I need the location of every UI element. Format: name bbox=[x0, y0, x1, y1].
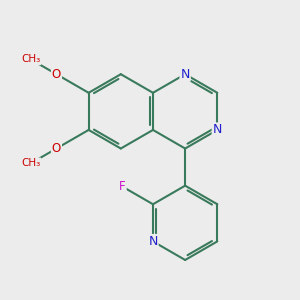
Text: N: N bbox=[213, 123, 222, 136]
Text: N: N bbox=[148, 235, 158, 248]
Text: CH₃: CH₃ bbox=[21, 54, 40, 64]
Text: F: F bbox=[119, 180, 126, 193]
Text: N: N bbox=[181, 68, 190, 81]
Text: CH₃: CH₃ bbox=[21, 158, 40, 168]
Text: O: O bbox=[52, 68, 61, 81]
Text: O: O bbox=[52, 142, 61, 155]
